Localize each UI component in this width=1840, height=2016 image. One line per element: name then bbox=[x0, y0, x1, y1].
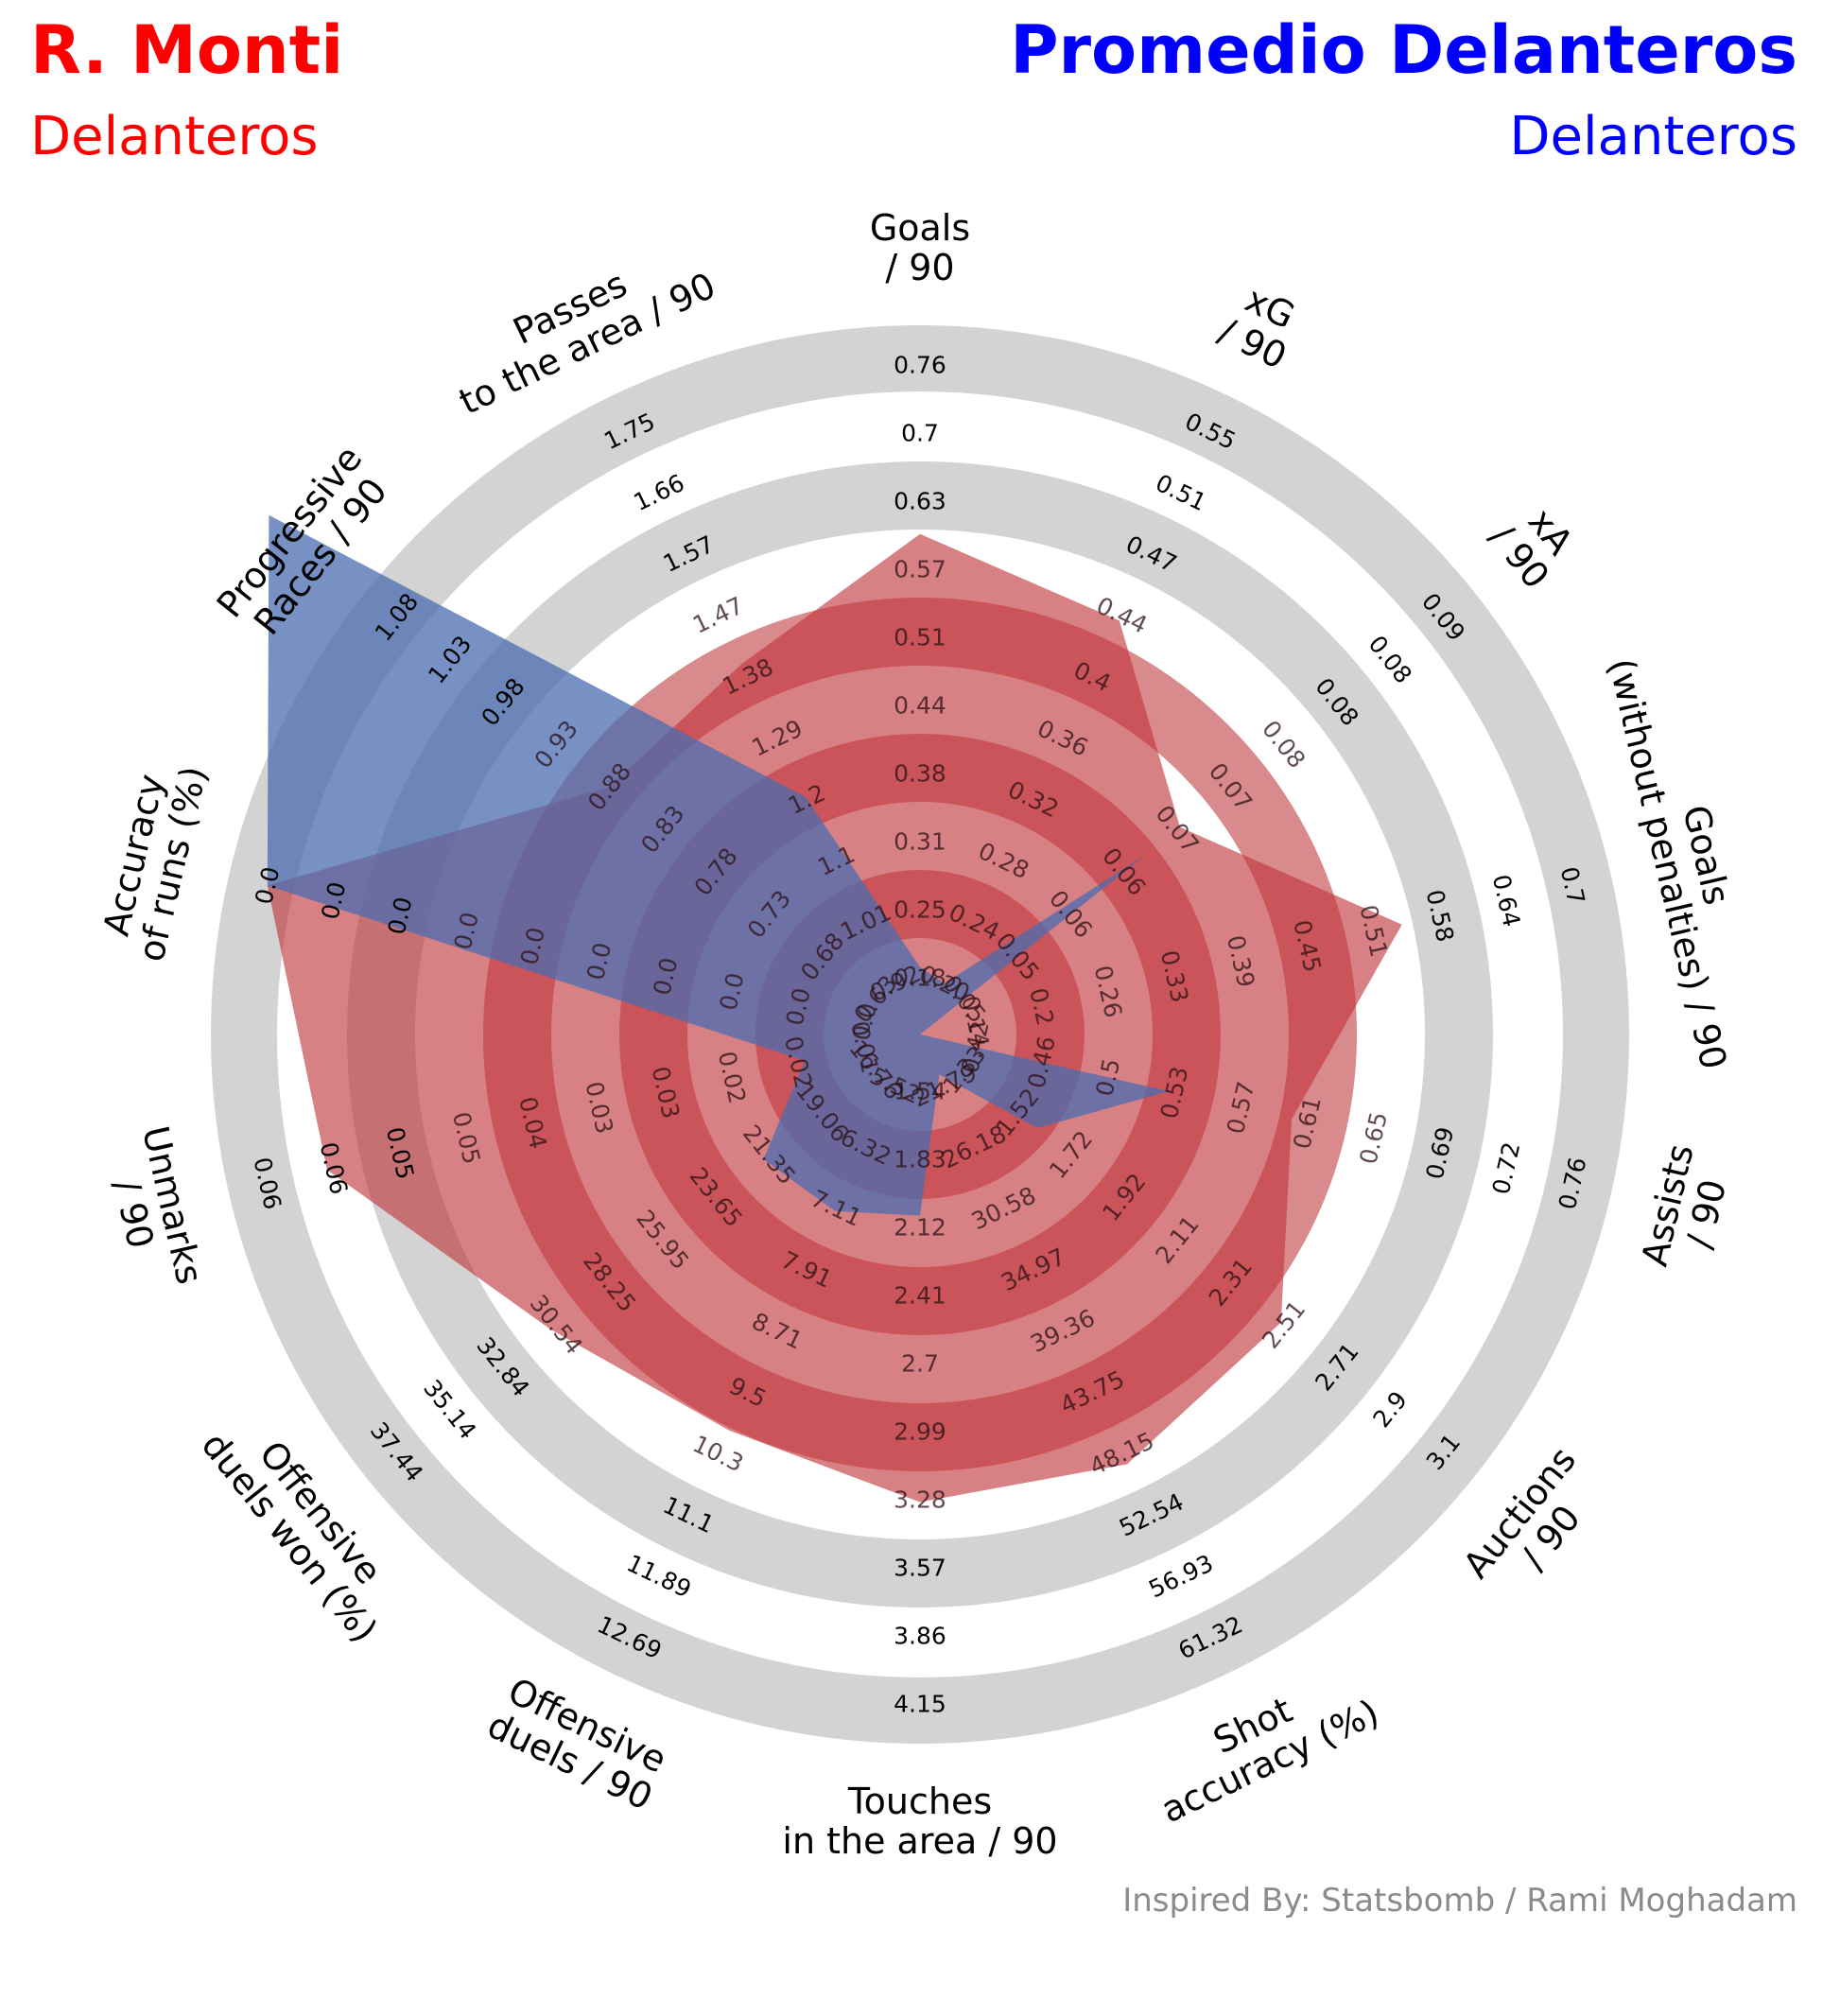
tick-label: 4.15 bbox=[894, 1691, 946, 1718]
tick-label: 1.54 bbox=[894, 1078, 946, 1105]
tick-label: 0.63 bbox=[894, 488, 946, 515]
axis-label: Unmarks/ 90 bbox=[106, 1122, 211, 1288]
player-group: Delanteros bbox=[30, 106, 319, 167]
tick-label: 0.76 bbox=[894, 352, 946, 379]
tick-label: 3.57 bbox=[894, 1555, 946, 1582]
compare-name: Promedio Delanteros bbox=[1010, 11, 1797, 89]
axis-label: xA/ 90 bbox=[1482, 501, 1581, 597]
tick-label: 2.12 bbox=[894, 1214, 946, 1242]
axis-label: Assists/ 90 bbox=[1634, 1140, 1735, 1270]
tick-label: 0.51 bbox=[894, 624, 946, 652]
tick-label: 0.44 bbox=[894, 692, 946, 720]
radar-series bbox=[267, 514, 1402, 1503]
tick-label: 2.99 bbox=[894, 1418, 946, 1446]
tick-label: 0.31 bbox=[894, 828, 946, 856]
credit-text: Inspired By: Statsbomb / Rami Moghadam bbox=[1122, 1882, 1797, 1920]
tick-label: 0.7 bbox=[901, 420, 939, 447]
series-polygon-average bbox=[267, 514, 1169, 1216]
axis-label-line: Goals bbox=[870, 207, 970, 249]
tick-label: 3.28 bbox=[894, 1486, 946, 1514]
tick-label: 0.57 bbox=[894, 556, 946, 583]
axis-label: Goals/ 90 bbox=[870, 207, 970, 288]
tick-label: 2.7 bbox=[901, 1350, 939, 1378]
tick-label: 2.41 bbox=[894, 1282, 946, 1310]
axis-label-line: Touches bbox=[847, 1781, 992, 1822]
tick-label: 0.25 bbox=[894, 896, 946, 924]
tick-label: 3.86 bbox=[894, 1623, 946, 1650]
tick-label: 0.38 bbox=[894, 760, 946, 788]
tick-label: 1.83 bbox=[894, 1146, 946, 1173]
tick-label: 0.18 bbox=[894, 965, 946, 992]
compare-group: Delanteros bbox=[1509, 106, 1797, 167]
axis-label: xG/ 90 bbox=[1212, 278, 1301, 377]
player-name: R. Monti bbox=[30, 11, 344, 89]
axis-label-line: in the area / 90 bbox=[782, 1820, 1057, 1862]
axis-label-line: / 90 bbox=[885, 247, 954, 288]
